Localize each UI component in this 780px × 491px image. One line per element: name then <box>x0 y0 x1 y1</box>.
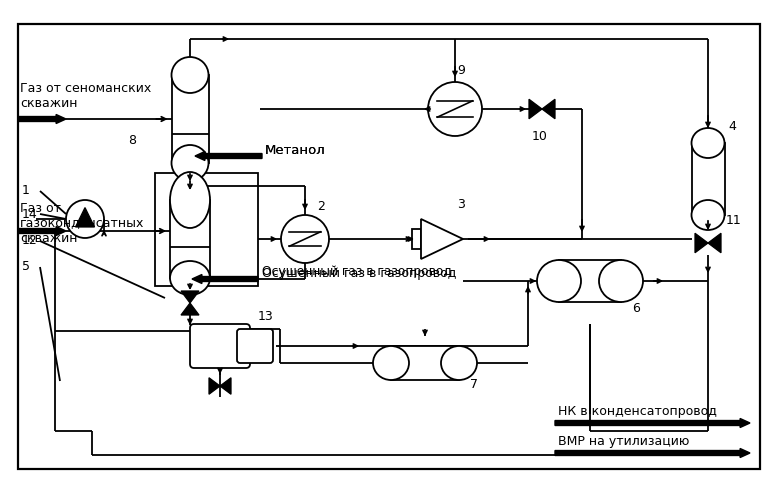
Ellipse shape <box>599 260 643 302</box>
Text: 10: 10 <box>532 131 548 143</box>
Text: Осушенный газ в газопровод: Осушенный газ в газопровод <box>262 266 452 278</box>
Ellipse shape <box>692 128 725 158</box>
Ellipse shape <box>373 346 409 380</box>
Bar <box>155 173 258 286</box>
Ellipse shape <box>441 346 477 380</box>
Polygon shape <box>708 233 721 253</box>
Text: 11: 11 <box>726 215 742 227</box>
Bar <box>170 200 210 278</box>
Polygon shape <box>542 99 555 119</box>
Text: Метанол: Метанол <box>265 143 326 157</box>
Text: ВМР на утилизацию: ВМР на утилизацию <box>558 435 690 447</box>
Bar <box>172 75 208 163</box>
Bar <box>559 260 621 302</box>
Text: 1: 1 <box>22 185 30 197</box>
Text: 2: 2 <box>317 199 325 213</box>
Text: 7: 7 <box>470 379 478 391</box>
Text: Газ от сеноманских
скважин: Газ от сеноманских скважин <box>20 82 151 110</box>
Polygon shape <box>209 378 220 394</box>
Polygon shape <box>220 378 231 394</box>
Ellipse shape <box>537 260 581 302</box>
Text: Осушенный газ в газопровод: Осушенный газ в газопровод <box>262 267 456 279</box>
Polygon shape <box>181 303 199 315</box>
Polygon shape <box>192 274 258 283</box>
Ellipse shape <box>170 172 210 228</box>
Circle shape <box>66 200 104 238</box>
Bar <box>391 346 459 380</box>
FancyBboxPatch shape <box>190 324 250 368</box>
Text: 3: 3 <box>457 197 465 211</box>
Text: 4: 4 <box>728 120 736 134</box>
Circle shape <box>428 82 482 136</box>
Text: 12: 12 <box>22 235 37 247</box>
Text: 14: 14 <box>22 208 37 220</box>
Text: НК в конденсатопровод: НК в конденсатопровод <box>558 405 717 417</box>
Circle shape <box>281 215 329 263</box>
Polygon shape <box>18 114 66 124</box>
Text: Метанол: Метанол <box>265 143 326 157</box>
Bar <box>692 143 725 215</box>
Bar <box>412 229 421 249</box>
Ellipse shape <box>170 261 210 295</box>
Polygon shape <box>181 291 199 303</box>
Polygon shape <box>18 226 66 236</box>
Text: 9: 9 <box>457 64 465 78</box>
Text: Газ от
газоконденсатных
скважин: Газ от газоконденсатных скважин <box>20 201 144 245</box>
Ellipse shape <box>172 57 208 93</box>
Polygon shape <box>695 233 708 253</box>
Polygon shape <box>529 99 542 119</box>
Ellipse shape <box>692 200 725 230</box>
Polygon shape <box>195 152 262 161</box>
Ellipse shape <box>172 145 208 181</box>
FancyBboxPatch shape <box>237 329 273 363</box>
Text: 13: 13 <box>258 309 274 323</box>
Text: 8: 8 <box>128 135 136 147</box>
Polygon shape <box>76 208 94 227</box>
Text: 6: 6 <box>632 302 640 316</box>
Polygon shape <box>555 418 750 428</box>
Text: 5: 5 <box>22 261 30 273</box>
Polygon shape <box>555 448 750 458</box>
Polygon shape <box>421 219 463 259</box>
